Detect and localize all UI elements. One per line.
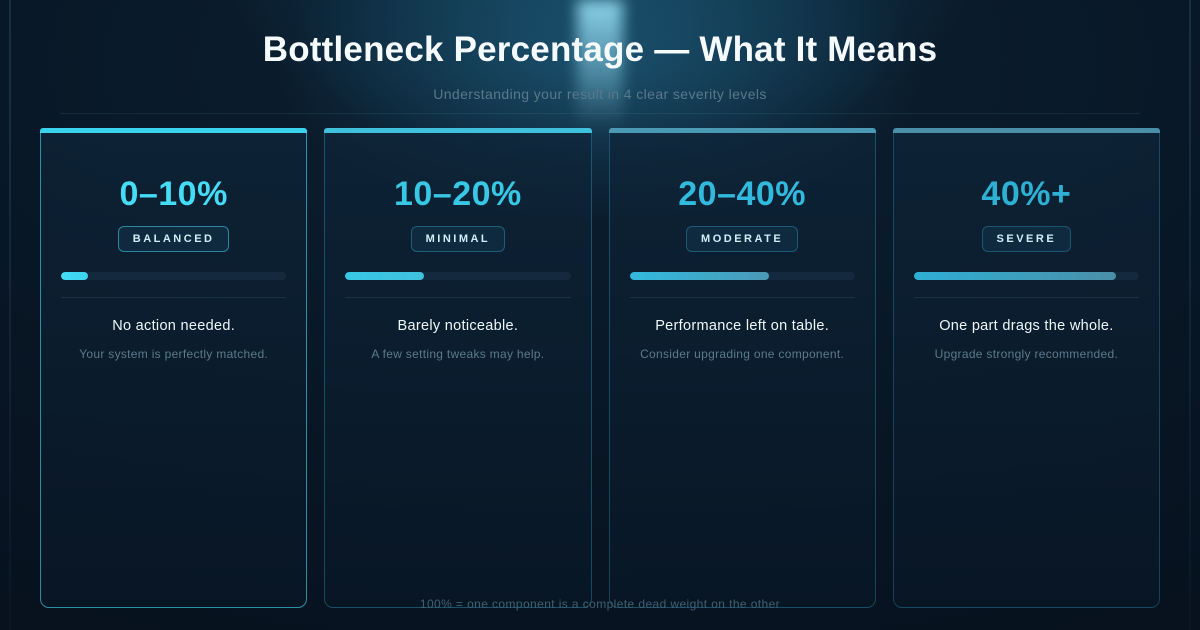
card-divider [629, 297, 855, 298]
range-label: 10–20% [393, 175, 522, 213]
card-detail: Your system is perfectly matched. [79, 347, 269, 361]
card-accent-bar [892, 128, 1160, 133]
header: Bottleneck Percentage — What It Means Un… [0, 0, 1200, 102]
range-label: 20–40% [678, 175, 807, 213]
card-headline: No action needed. [112, 318, 236, 334]
card-divider [913, 297, 1139, 298]
card-divider [345, 297, 571, 298]
card-body: 10–20% MINIMAL Barely noticeable. A few … [324, 133, 592, 608]
card-headline: Performance left on table. [655, 318, 830, 334]
progress-fill [345, 272, 425, 280]
severity-badge: MODERATE [686, 226, 799, 252]
card-body: 40%+ SEVERE One part drags the whole. Up… [892, 133, 1160, 608]
card-headline: Barely noticeable. [397, 318, 519, 334]
severity-card-severe: 40%+ SEVERE One part drags the whole. Up… [892, 128, 1160, 608]
severity-badge: BALANCED [117, 226, 230, 252]
card-accent-bar [40, 128, 308, 133]
severity-card-moderate: 20–40% MODERATE Performance left on tabl… [608, 128, 876, 608]
range-label: 40%+ [981, 175, 1072, 213]
progress-bar [61, 272, 287, 280]
progress-bar [345, 272, 571, 280]
progress-fill [913, 272, 1117, 280]
page-title: Bottleneck Percentage — What It Means [262, 30, 938, 69]
footer-note: 100% = one component is a complete dead … [419, 597, 781, 611]
severity-card-minimal: 10–20% MINIMAL Barely noticeable. A few … [324, 128, 592, 608]
card-accent-bar [324, 128, 592, 133]
card-headline: One part drags the whole. [939, 318, 1114, 334]
range-label: 0–10% [119, 175, 228, 213]
card-accent-bar [608, 128, 876, 133]
severity-card-balanced: 0–10% BALANCED No action needed. Your sy… [40, 128, 308, 608]
progress-bar [913, 272, 1139, 280]
card-detail: Consider upgrading one component. [640, 347, 845, 361]
card-detail: A few setting tweaks may help. [371, 347, 545, 361]
severity-cards: 0–10% BALANCED No action needed. Your sy… [40, 128, 1160, 608]
card-body: 0–10% BALANCED No action needed. Your sy… [40, 133, 308, 608]
severity-badge: MINIMAL [410, 226, 506, 252]
progress-fill [61, 272, 89, 280]
card-divider [61, 297, 287, 298]
progress-bar [629, 272, 855, 280]
card-detail: Upgrade strongly recommended. [934, 347, 1119, 361]
header-divider [60, 113, 1140, 114]
progress-fill [629, 272, 770, 280]
card-body: 20–40% MODERATE Performance left on tabl… [608, 133, 876, 608]
severity-badge: SEVERE [981, 226, 1072, 252]
page-subtitle: Understanding your result in 4 clear sev… [433, 86, 767, 102]
